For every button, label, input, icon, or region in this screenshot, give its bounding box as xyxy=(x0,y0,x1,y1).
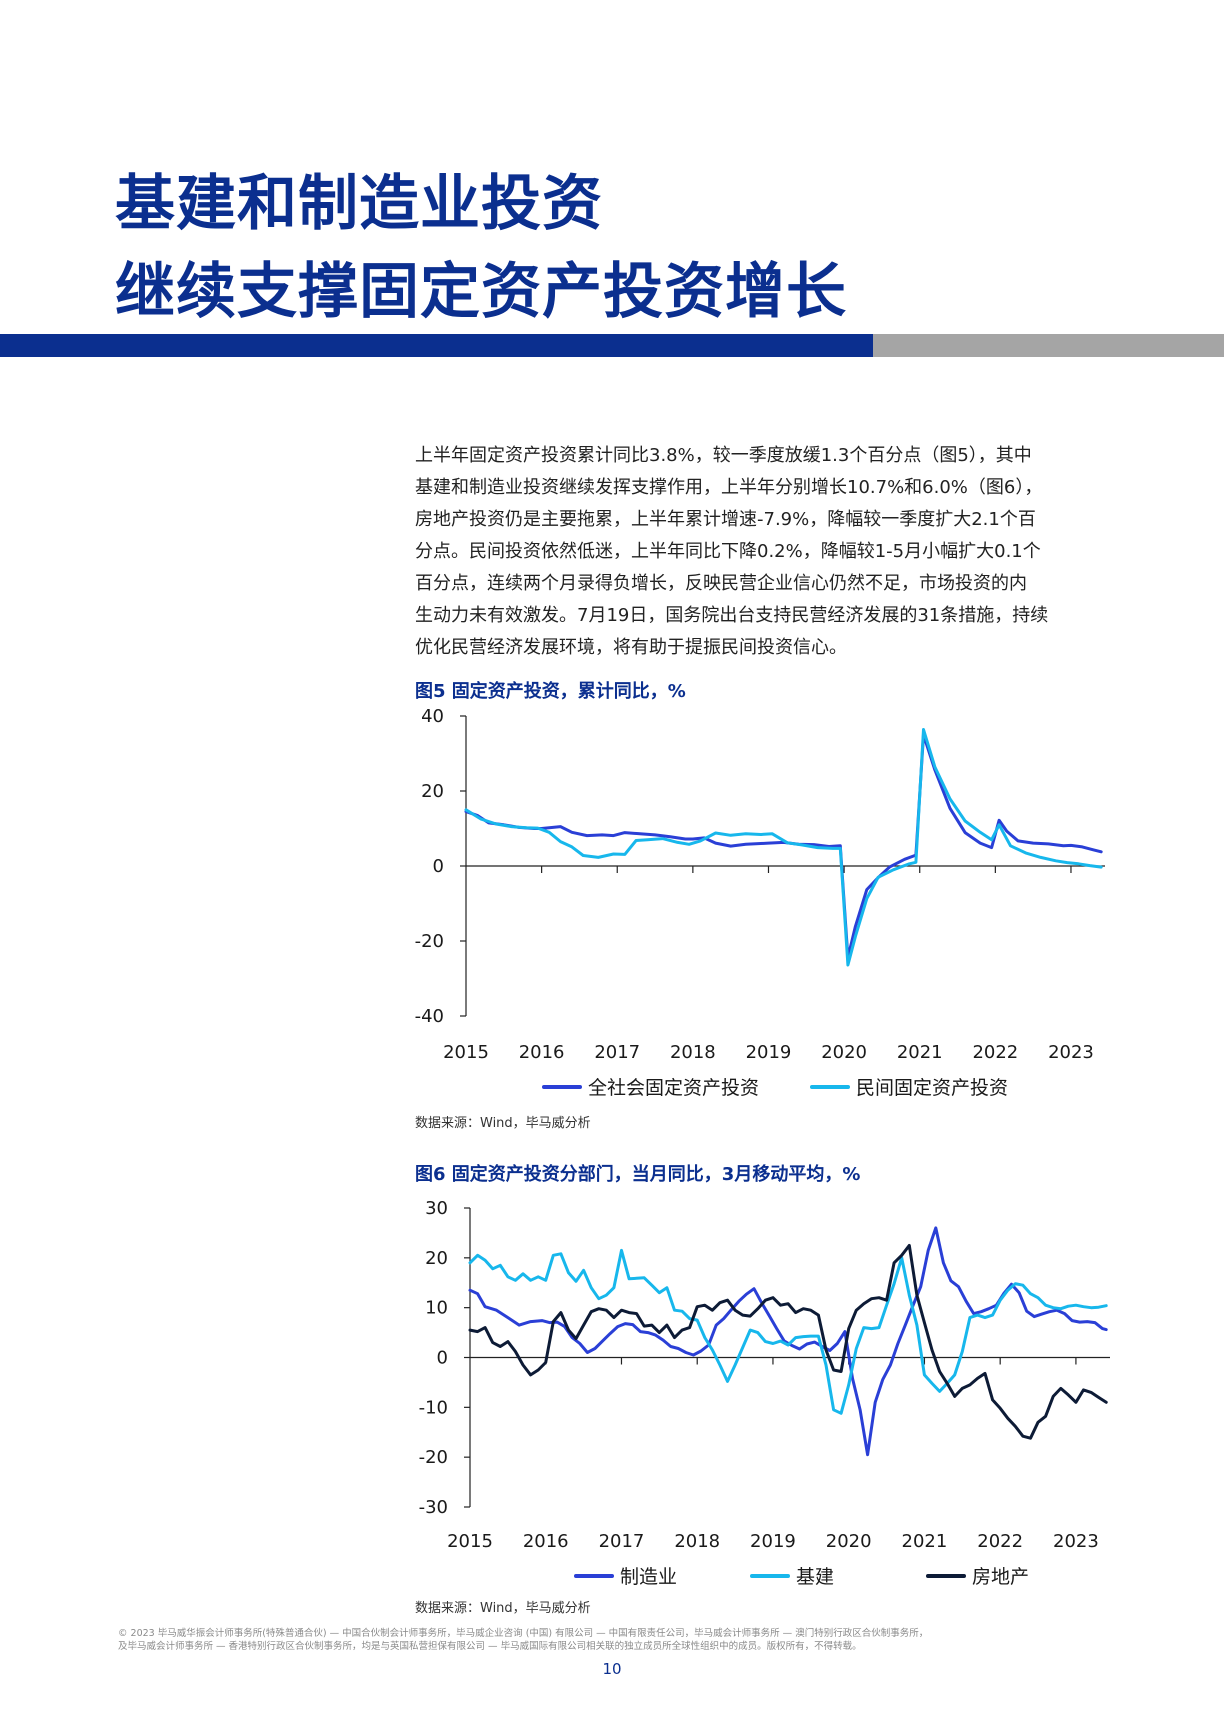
x-tick-label: 2021 xyxy=(902,1531,948,1552)
footer-disclaimer: © 2023 毕马威华振会计师事务所(特殊普通合伙) — 中国合伙制会计师事务所… xyxy=(118,1627,1118,1653)
legend-label: 全社会固定资产投资 xyxy=(588,1077,759,1099)
body-paragraph: 上半年固定资产投资累计同比3.8%，较一季度放缓1.3个百分点（图5），其中 基… xyxy=(415,440,1115,664)
y-tick-label: 10 xyxy=(425,1298,448,1319)
series-line-0 xyxy=(464,733,1103,960)
y-tick-label: 40 xyxy=(421,706,444,727)
series-line-1 xyxy=(464,728,1103,967)
x-tick-label: 2020 xyxy=(821,1042,867,1063)
figure-5-title: 图5 固定资产投资，累计同比，% xyxy=(415,681,686,702)
figure-5-source: 数据来源：Wind，毕马威分析 xyxy=(415,1116,591,1131)
series-line-1 xyxy=(468,1248,1108,1415)
legend-label: 制造业 xyxy=(620,1566,677,1588)
figure-6-source: 数据来源：Wind，毕马威分析 xyxy=(415,1601,591,1616)
header-band-gray xyxy=(873,334,1224,357)
figure-6-title: 图6 固定资产投资分部门，当月同比，3月移动平均，% xyxy=(415,1164,861,1185)
page-title-line-2: 继续支撑固定资产投资增长 xyxy=(115,257,847,327)
body-line: 基建和制造业投资继续发挥支撑作用，上半年分别增长10.7%和6.0%（图6）， xyxy=(415,477,1043,498)
body-line: 生动力未有效激发。7月19日，国务院出台支持民营经济发展的31条措施，持续 xyxy=(415,605,1049,626)
x-tick-label: 2023 xyxy=(1048,1042,1094,1063)
page-number: 10 xyxy=(602,1660,622,1678)
x-tick-label: 2015 xyxy=(443,1042,489,1063)
y-tick-label: -20 xyxy=(419,1447,448,1468)
x-tick-label: 2021 xyxy=(897,1042,943,1063)
x-tick-label: 2022 xyxy=(977,1531,1023,1552)
legend-label: 房地产 xyxy=(972,1566,1029,1588)
body-line: 房地产投资仍是主要拖累，上半年累计增速-7.9%，降幅较一季度扩大2.1个百 xyxy=(415,509,1036,530)
x-tick-label: 2017 xyxy=(594,1042,640,1063)
x-tick-label: 2022 xyxy=(972,1042,1018,1063)
body-line: 优化民营经济发展环境，将有助于提振民间投资信心。 xyxy=(415,637,847,658)
x-tick-label: 2019 xyxy=(750,1531,796,1552)
body-line: 分点。民间投资依然低迷，上半年同比下降0.2%，降幅较1-5月小幅扩大0.1个 xyxy=(415,541,1041,562)
y-tick-label: 0 xyxy=(433,856,444,877)
legend-label: 民间固定资产投资 xyxy=(856,1077,1008,1099)
y-tick-label: 20 xyxy=(421,781,444,802)
series-line-2 xyxy=(468,1243,1108,1440)
header-band-blue xyxy=(0,334,873,357)
x-tick-label: 2023 xyxy=(1053,1531,1099,1552)
y-tick-label: 30 xyxy=(425,1198,448,1219)
footer-line: © 2023 毕马威华振会计师事务所(特殊普通合伙) — 中国合伙制会计师事务所… xyxy=(118,1628,929,1639)
page-title-line-1: 基建和制造业投资 xyxy=(115,169,603,239)
figure-6-chart: 30 20 10 0 -10 -20 -30 2015 2016 2017 2018 2019 2020… xyxy=(419,1198,1110,1588)
x-tick-label: 2017 xyxy=(599,1531,645,1552)
body-line: 上半年固定资产投资累计同比3.8%，较一季度放缓1.3个百分点（图5），其中 xyxy=(415,445,1032,466)
x-tick-label: 2016 xyxy=(519,1042,565,1063)
page-title: 基建和制造业投资 继续支撑固定资产投资增长 xyxy=(115,160,847,336)
footer-line: 及毕马威会计师事务所 — 香港特别行政区合伙制事务所，均是与英国私营担保有限公司… xyxy=(118,1641,862,1652)
y-tick-label: 20 xyxy=(425,1248,448,1269)
legend-label: 基建 xyxy=(796,1566,834,1588)
x-tick-label: 2018 xyxy=(674,1531,720,1552)
y-tick-label: -10 xyxy=(419,1397,448,1418)
y-tick-label: -20 xyxy=(415,931,444,952)
x-tick-label: 2018 xyxy=(670,1042,716,1063)
y-tick-label: -30 xyxy=(419,1497,448,1518)
y-tick-label: -40 xyxy=(415,1006,444,1027)
body-line: 百分点，连续两个月录得负增长，反映民营企业信心仍然不足，市场投资的内 xyxy=(415,573,1027,594)
figure-5-chart: 40 20 0 -20 -40 2015 2016 2017 2018 2019 2020 2021 2… xyxy=(415,706,1105,1099)
x-tick-label: 2015 xyxy=(447,1531,493,1552)
x-tick-label: 2016 xyxy=(523,1531,569,1552)
x-tick-label: 2019 xyxy=(746,1042,792,1063)
x-tick-label: 2020 xyxy=(826,1531,872,1552)
y-tick-label: 0 xyxy=(437,1348,448,1369)
